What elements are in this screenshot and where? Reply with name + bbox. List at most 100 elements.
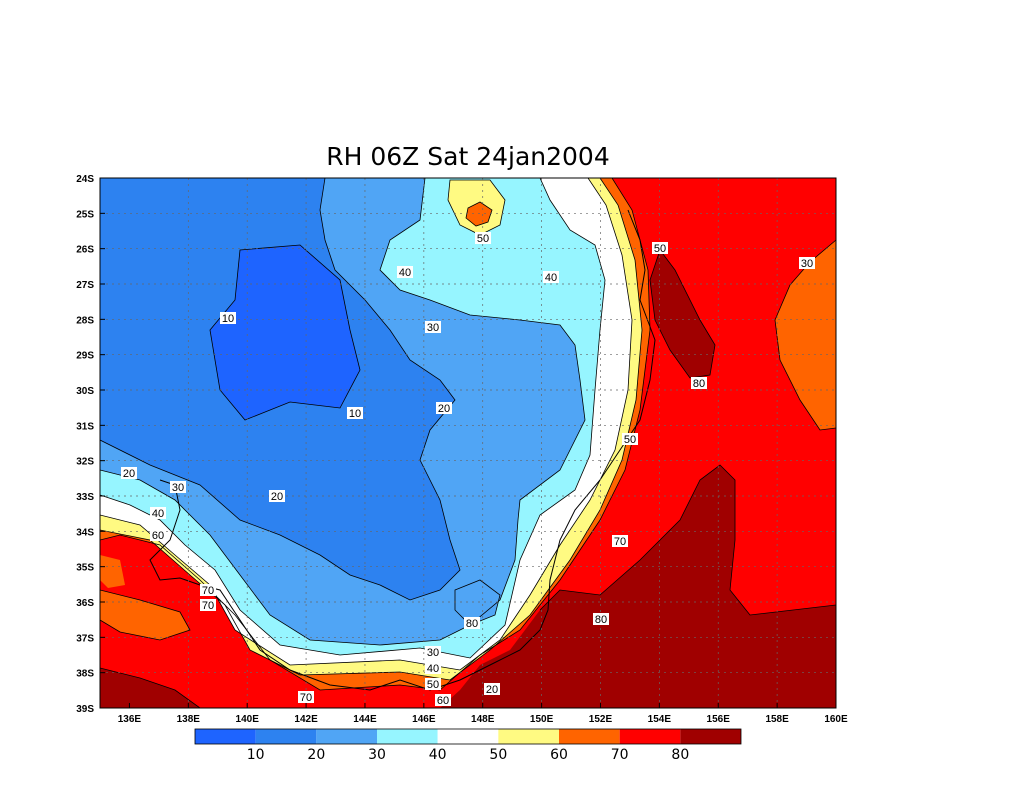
contour-label-bg (622, 433, 638, 445)
contour-label-bg (200, 599, 216, 611)
contour-label-bg (425, 646, 441, 658)
colorbar-labels: 10 20 30 40 50 60 70 80 (247, 747, 689, 763)
y-tick-label: 34S (76, 527, 94, 538)
y-tick-label: 26S (76, 245, 94, 256)
y-tick-label: 38S (76, 669, 94, 680)
contour-label: 70 (614, 536, 626, 548)
contour-label: 10 (349, 408, 361, 420)
x-tick-label: 136E (118, 714, 142, 725)
contour-label: 70 (202, 585, 214, 597)
contour-label-bg (269, 490, 285, 502)
contour-label: 70 (202, 600, 214, 612)
map-title: RH 06Z Sat 24jan2004 (326, 142, 609, 171)
y-tick-label: 37S (76, 633, 94, 644)
colorbar-swatch (619, 729, 681, 744)
contour-label: 50 (624, 434, 636, 446)
contour-label-bg (435, 694, 451, 706)
y-tick-label: 36S (76, 598, 94, 609)
coastline (149, 209, 656, 691)
contour-label-bg (652, 242, 668, 254)
colorbar-swatch (437, 729, 499, 744)
colorbar-swatch (316, 729, 377, 744)
colorbar-swatch (680, 729, 741, 744)
colorbar-swatch (559, 729, 620, 744)
contour-label: 50 (427, 679, 439, 691)
colorbar-frame (194, 728, 742, 745)
contour-label-bg (691, 377, 707, 389)
y-tick-label: 28S (76, 315, 94, 326)
contour-label: 50 (477, 233, 489, 245)
x-tick-label: 142E (294, 714, 318, 725)
y-tick-label: 30S (76, 386, 94, 397)
colorbar-swatch (255, 729, 317, 744)
y-tick-label: 33S (76, 492, 94, 503)
contour-label: 50 (654, 243, 666, 255)
x-tick-label: 158E (765, 714, 789, 725)
contour-label-bg (220, 312, 236, 324)
colorbar-label: 30 (368, 747, 386, 763)
contour-label: 60 (152, 530, 164, 542)
contour-label: 60 (437, 695, 449, 707)
contour-label-bg (347, 407, 363, 419)
y-tick-label: 25S (76, 209, 94, 220)
x-tick-label: 148E (471, 714, 495, 725)
colorbar-label: 40 (429, 747, 447, 763)
contour-label-bg (150, 507, 166, 519)
contour-label-bg (425, 678, 441, 690)
colorbar-label: 20 (307, 747, 325, 763)
x-tick-label: 146E (412, 714, 436, 725)
contour-label: 40 (545, 272, 557, 284)
x-tick-label: 144E (353, 714, 377, 725)
y-tick-label: 27S (76, 280, 94, 291)
contour-label: 30 (427, 322, 439, 334)
x-tick-label: 160E (824, 714, 848, 725)
colorbar-swatch (498, 729, 559, 744)
contour-label-bg (298, 691, 314, 703)
contour-label: 20 (438, 403, 450, 415)
contour-label-bg (425, 662, 441, 674)
contour-label-bg (397, 266, 413, 278)
y-tick-label: 35S (76, 563, 94, 574)
contour-label-bg (200, 584, 216, 596)
contour-label-bg (475, 232, 491, 244)
contour-label-bg (799, 257, 815, 269)
y-tick-label: 29S (76, 351, 94, 362)
contour-label: 10 (222, 313, 234, 325)
contour-label: 40 (427, 663, 439, 675)
contour-labels: 50 40 40 30 10 20 10 20 30 40 50 20 60 70 70 30 40 50 60 70… (121, 232, 815, 707)
contour-lines (100, 178, 836, 708)
filled-contours (100, 178, 836, 708)
contour-label-bg (150, 529, 166, 541)
contour-label-bg (464, 617, 480, 629)
y-axis-ticks: 24S 25S 26S 27S 28S 29S 30S 31S 32S 33S 34S 35S 36S 3… (76, 174, 105, 715)
y-tick-label: 32S (76, 457, 94, 468)
colorbar-label: 60 (550, 747, 568, 763)
x-tick-label: 156E (707, 714, 731, 725)
plot-frame (99, 177, 837, 709)
contour-label-bg (543, 271, 559, 283)
contour-label: 40 (152, 508, 164, 520)
contour-label: 20 (271, 491, 283, 503)
colorbar-label: 80 (671, 747, 689, 763)
x-axis-ticks: 136E 138E 140E 142E 144E 146E 148E 150E 152E 154E… (118, 703, 848, 725)
y-tick-label: 24S (76, 174, 94, 185)
contour-label-bg (484, 683, 500, 695)
contour-label: 20 (123, 468, 135, 480)
x-tick-label: 154E (648, 714, 672, 725)
colorbar-swatch (195, 729, 256, 744)
contour-label: 70 (300, 692, 312, 704)
gridlines (100, 178, 836, 708)
contour-label: 80 (595, 614, 607, 626)
x-tick-label: 140E (236, 714, 260, 725)
colorbar-label: 10 (247, 747, 265, 763)
contour-label: 40 (399, 267, 411, 279)
colorbar-label: 70 (611, 747, 629, 763)
x-tick-label: 138E (177, 714, 201, 725)
colorbar-label: 50 (489, 747, 507, 763)
contour-label: 20 (486, 684, 498, 696)
contour-label-bg (593, 613, 609, 625)
contour-label: 30 (427, 647, 439, 659)
y-tick-label: 39S (76, 704, 94, 715)
contour-label-bg (436, 402, 452, 414)
